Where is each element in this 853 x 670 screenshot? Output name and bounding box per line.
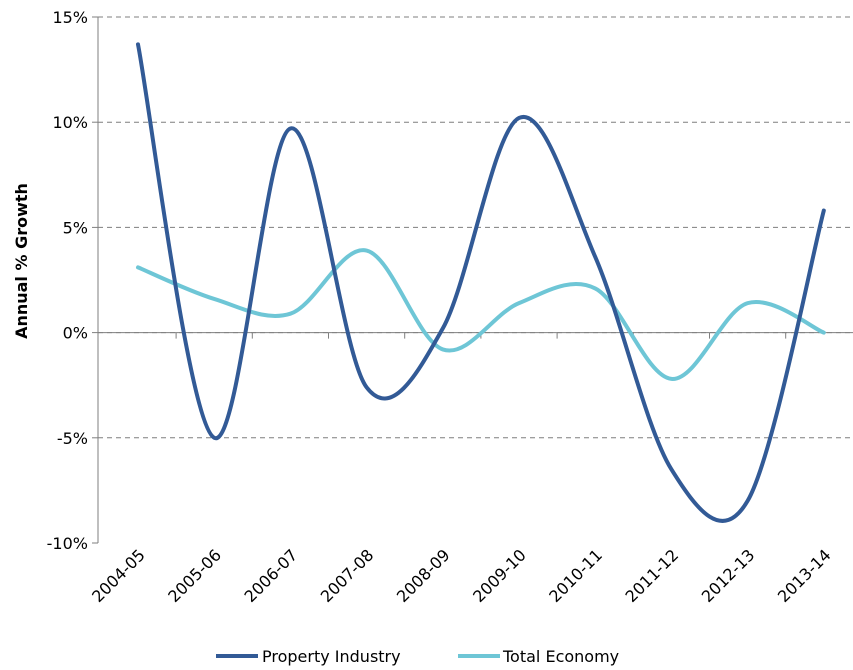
x-tick-label: 2011-12 xyxy=(622,545,683,606)
x-tick-labels: 2004-05 2005-06 2006-07 2007-08 2008-09 2009-… xyxy=(88,545,835,606)
x-tick-label: 2010-11 xyxy=(545,545,606,606)
y-axis-title: Annual % Growth xyxy=(12,183,31,339)
y-tick-label: -5% xyxy=(57,429,88,448)
x-tick-label: 2009-10 xyxy=(469,545,530,606)
series-lines xyxy=(136,42,826,523)
x-tick-label: 2005-06 xyxy=(164,545,225,606)
y-tick-label: 10% xyxy=(52,113,88,132)
x-tick-label: 2012-13 xyxy=(698,545,759,606)
y-tick-label: 0% xyxy=(63,324,88,343)
series-line-total-economy xyxy=(136,248,826,381)
y-tick-label: 5% xyxy=(63,218,88,237)
y-tick-label: 15% xyxy=(52,8,88,27)
legend-label: Total Economy xyxy=(502,647,619,666)
series-line-property-industry xyxy=(136,42,826,523)
x-tick-label: 2004-05 xyxy=(88,545,149,606)
legend: Property Industry Total Economy xyxy=(216,647,619,666)
x-tick-label: 2006-07 xyxy=(241,545,302,606)
y-tick-label: -10% xyxy=(47,534,88,553)
legend-label: Property Industry xyxy=(262,647,401,666)
y-tick-labels: 15% 10% 5% 0% -5% -10% xyxy=(47,8,88,553)
x-tick-label: 2013-14 xyxy=(774,545,835,606)
x-tick-label: 2008-09 xyxy=(393,545,454,606)
axes xyxy=(92,16,853,544)
x-tick-label: 2007-08 xyxy=(317,545,378,606)
